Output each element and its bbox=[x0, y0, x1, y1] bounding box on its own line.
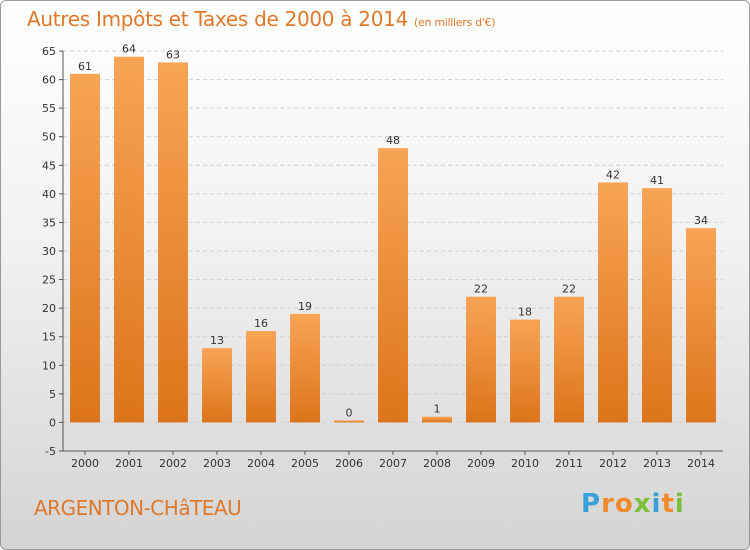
value-label-2010: 18 bbox=[518, 306, 532, 319]
value-label-2000: 61 bbox=[78, 60, 92, 73]
y-tick-label: -5 bbox=[45, 445, 56, 458]
proxiti-logo[interactable]: Proxiti bbox=[581, 489, 685, 519]
value-label-2006: 0 bbox=[346, 406, 353, 419]
x-tick-label-2003: 2003 bbox=[203, 457, 231, 470]
value-label-2008: 1 bbox=[434, 403, 441, 416]
value-label-2001: 64 bbox=[122, 43, 136, 56]
logo-letter: x bbox=[633, 489, 652, 519]
logo-letter: i bbox=[674, 489, 685, 519]
value-label-2013: 41 bbox=[650, 174, 664, 187]
x-tick-label-2010: 2010 bbox=[511, 457, 539, 470]
bar-2006 bbox=[334, 420, 364, 423]
y-tick-label: 55 bbox=[42, 102, 56, 115]
y-tick-label: 0 bbox=[49, 416, 56, 429]
y-tick-label: 25 bbox=[42, 274, 56, 287]
y-tick-label: 10 bbox=[42, 359, 56, 372]
value-label-2005: 19 bbox=[298, 300, 312, 313]
bar-2005 bbox=[290, 313, 320, 423]
value-label-2014: 34 bbox=[694, 214, 708, 227]
bar-2011 bbox=[554, 296, 584, 423]
chart-title: Autres Impôts et Taxes de 2000 à 2014 (en… bbox=[27, 7, 495, 31]
x-tick-label-2012: 2012 bbox=[599, 457, 627, 470]
logo-letter: r bbox=[601, 489, 615, 519]
bar-2002 bbox=[158, 62, 188, 423]
bar-2009 bbox=[466, 296, 496, 423]
place-name: ARGENTON-CHâTEAU bbox=[34, 496, 242, 520]
bar-2010 bbox=[510, 319, 540, 423]
value-label-2011: 22 bbox=[562, 283, 576, 296]
y-tick-label: 45 bbox=[42, 159, 56, 172]
y-tick-label: 65 bbox=[42, 45, 56, 58]
bar-2003 bbox=[202, 348, 232, 423]
logo-letter: o bbox=[614, 489, 634, 519]
value-label-2004: 16 bbox=[254, 317, 268, 330]
y-tick-label: 50 bbox=[42, 131, 56, 144]
x-tick-label-2007: 2007 bbox=[379, 457, 407, 470]
chart-title-text: Autres Impôts et Taxes de 2000 à 2014 bbox=[27, 7, 408, 31]
x-tick-label-2001: 2001 bbox=[115, 457, 143, 470]
x-tick-label-2004: 2004 bbox=[247, 457, 275, 470]
x-tick-label-2011: 2011 bbox=[555, 457, 583, 470]
y-tick-label: 5 bbox=[49, 388, 56, 401]
x-tick-label-2013: 2013 bbox=[643, 457, 671, 470]
bar-2004 bbox=[246, 331, 276, 423]
y-tick-label: 20 bbox=[42, 302, 56, 315]
y-tick-label: 35 bbox=[42, 216, 56, 229]
value-label-2003: 13 bbox=[210, 334, 224, 347]
chart-subtitle: (en milliers d'€) bbox=[414, 16, 496, 29]
bar-2001 bbox=[114, 56, 144, 423]
x-tick-label-2000: 2000 bbox=[71, 457, 99, 470]
bar-2013 bbox=[642, 188, 672, 423]
x-tick-label-2002: 2002 bbox=[159, 457, 187, 470]
y-tick-label: 15 bbox=[42, 331, 56, 344]
value-label-2002: 63 bbox=[166, 48, 180, 61]
bar-2007 bbox=[378, 148, 408, 423]
bar-2014 bbox=[686, 228, 716, 423]
y-tick-label: 40 bbox=[42, 188, 56, 201]
y-tick-label: 60 bbox=[42, 74, 56, 87]
value-label-2009: 22 bbox=[474, 283, 488, 296]
value-label-2012: 42 bbox=[606, 168, 620, 181]
logo-letter: i bbox=[651, 489, 662, 519]
bar-2008 bbox=[422, 416, 452, 423]
x-tick-label-2008: 2008 bbox=[423, 457, 451, 470]
y-tick-label: 30 bbox=[42, 245, 56, 258]
x-tick-label-2006: 2006 bbox=[335, 457, 363, 470]
logo-letter: t bbox=[661, 489, 675, 519]
logo-letter: P bbox=[581, 489, 602, 519]
x-tick-label-2009: 2009 bbox=[467, 457, 495, 470]
value-label-2007: 48 bbox=[386, 134, 400, 147]
bar-2000 bbox=[70, 73, 100, 423]
bar-2012 bbox=[598, 182, 628, 423]
x-tick-label-2005: 2005 bbox=[291, 457, 319, 470]
x-tick-label-2014: 2014 bbox=[687, 457, 715, 470]
